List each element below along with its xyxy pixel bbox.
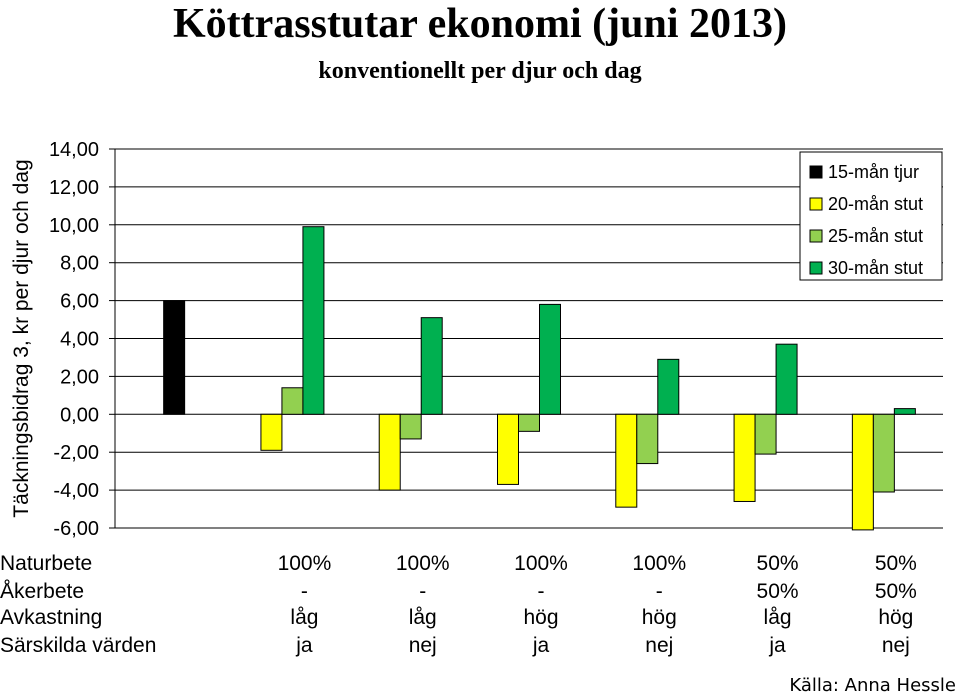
bar-30-mån-stut	[420, 317, 443, 415]
table-row-label: Särskilda värden	[0, 634, 156, 657]
chart-subtitle: konventionellt per djur och dag	[318, 58, 642, 84]
y-tick-label: -2,00	[53, 442, 99, 464]
bar-20-mån-stut	[733, 413, 756, 502]
y-tick-label: 8,00	[60, 253, 99, 275]
table-cell: låg	[409, 606, 437, 629]
legend-swatch	[809, 165, 823, 179]
bar-30-mån-stut	[657, 358, 680, 415]
table-cell: 50%	[757, 580, 799, 603]
y-tick-label: 14,00	[49, 139, 99, 161]
y-tick-label: -4,00	[53, 480, 99, 502]
bar-15-mån-tjur	[163, 300, 186, 415]
table-cell: 50%	[875, 552, 917, 575]
legend-entry: 30-mån stut	[828, 258, 923, 278]
legend-box	[799, 151, 943, 281]
table-row-label: Avkastning	[0, 606, 102, 629]
table-cell: -	[538, 580, 545, 603]
y-tick-label: 10,00	[49, 215, 99, 237]
legend-entry: 15-mån tjur	[828, 162, 919, 182]
table-cell: nej	[409, 634, 437, 657]
table-cell: 100%	[632, 552, 686, 575]
legend-swatch	[809, 229, 823, 243]
bar-20-mån-stut	[615, 413, 638, 508]
bar-30-mån-stut	[775, 343, 798, 415]
table-row-label: Naturbete	[0, 552, 92, 575]
bar-30-mån-stut	[893, 408, 916, 415]
bar-30-mån-stut	[302, 226, 325, 415]
bar-20-mån-stut	[851, 413, 874, 531]
table-cell: hög	[523, 606, 558, 629]
y-tick-label: 0,00	[60, 404, 99, 426]
legend-swatch	[809, 261, 823, 275]
legend-entry: 25-mån stut	[828, 226, 923, 246]
table-cell: -	[656, 580, 663, 603]
bar-20-mån-stut	[378, 413, 401, 491]
table-cell: 100%	[278, 552, 332, 575]
legend-swatch	[809, 197, 823, 211]
legend-entry: 20-mån stut	[828, 194, 923, 214]
table-row-label: Åkerbete	[0, 580, 84, 603]
table-cell: låg	[764, 606, 792, 629]
y-tick-label: 6,00	[60, 291, 99, 313]
table-cell: hög	[642, 606, 677, 629]
table-cell: 50%	[757, 552, 799, 575]
bar-30-mån-stut	[539, 303, 561, 415]
bar-25-mån-stut	[399, 413, 422, 440]
bar-25-mån-stut	[754, 413, 777, 455]
table-cell: ja	[768, 634, 786, 657]
table-cell: 100%	[396, 552, 450, 575]
table-cell: 50%	[875, 580, 917, 603]
table-cell: -	[419, 580, 426, 603]
table-cell: nej	[882, 634, 910, 657]
bar-25-mån-stut	[281, 387, 304, 415]
bar-25-mån-stut	[872, 413, 895, 493]
y-axis-label: Täckningsbidrag 3, kr per djur och dag	[10, 159, 33, 517]
source-credit: Källa: Anna Hessle	[789, 675, 956, 696]
bar-20-mån-stut	[260, 413, 283, 451]
table-cell: -	[301, 580, 308, 603]
bar-25-mån-stut	[636, 413, 659, 465]
y-tick-label: -6,00	[53, 518, 99, 540]
y-tick-label: 4,00	[60, 329, 99, 351]
table-cell: nej	[645, 634, 673, 657]
bar-25-mån-stut	[518, 413, 540, 432]
y-tick-label: 2,00	[60, 366, 99, 388]
table-cell: låg	[290, 606, 318, 629]
table-cell: 100%	[514, 552, 568, 575]
table-cell: hög	[878, 606, 913, 629]
chart-title: Köttrasstutar ekonomi (juni 2013)	[172, 1, 788, 47]
table-cell: ja	[295, 634, 313, 657]
y-tick-label: 12,00	[49, 177, 99, 199]
table-cell: ja	[532, 634, 550, 657]
bar-20-mån-stut	[497, 413, 519, 485]
